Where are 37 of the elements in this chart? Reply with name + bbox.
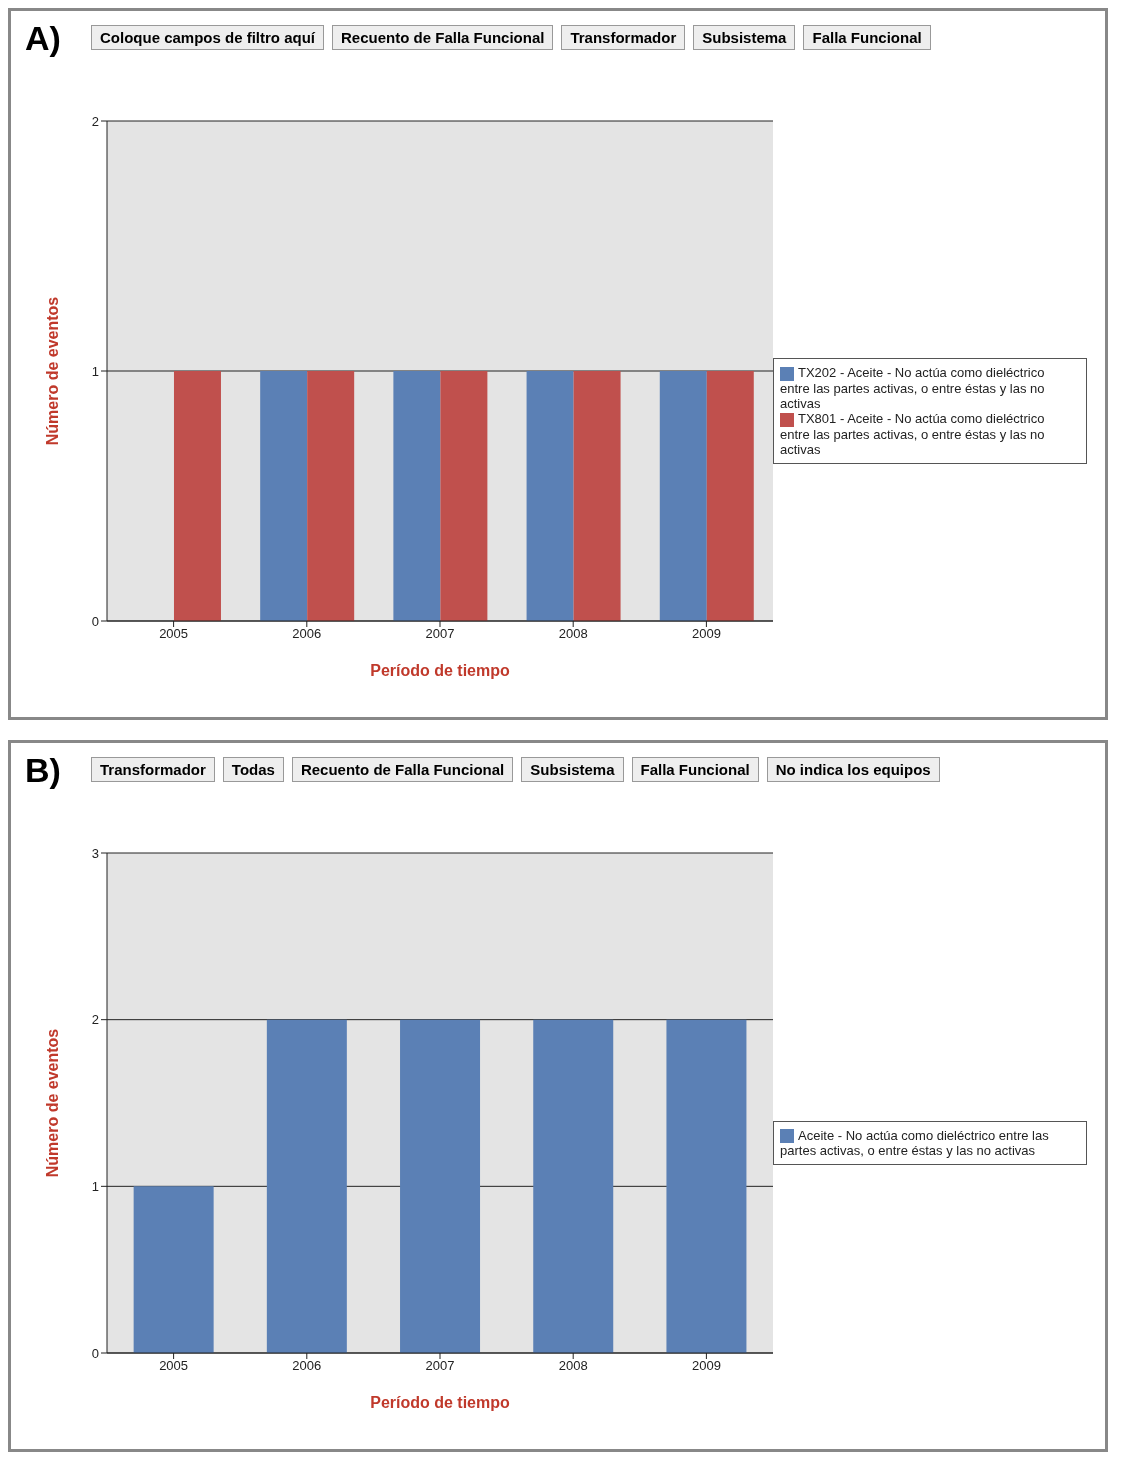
x-tick-label: 2006 bbox=[292, 1358, 322, 1374]
x-tick-label: 2008 bbox=[558, 626, 588, 642]
x-tick-label: 2009 bbox=[691, 626, 721, 642]
legend-label: TX202 - Aceite - No actúa como dieléctrico entre las partes activas, o entre éstas y las no activas bbox=[780, 365, 1045, 411]
text: Subsistema bbox=[693, 25, 796, 50]
legend-label: TX801 - Aceite - No actúa como dieléctrico entre las partes activas, o entre éstas y las no activas bbox=[780, 411, 1045, 457]
legend-label: Aceite - No actúa como dieléctrico entre las partes activas, o entre éstas y las no activas bbox=[780, 1127, 1049, 1159]
y-tick-label: 1 bbox=[91, 1178, 99, 1194]
text: Transformador bbox=[561, 25, 686, 50]
text: Recuento de Falla Funcional bbox=[332, 25, 554, 50]
y-tick-label: 2 bbox=[91, 1012, 99, 1028]
x-tick-label: 2005 bbox=[159, 1358, 189, 1374]
text: Transformador bbox=[91, 757, 215, 782]
x-tick-label: 2009 bbox=[691, 1358, 721, 1374]
x-tick-label: 2007 bbox=[425, 1358, 455, 1374]
text: Falla Funcional bbox=[631, 757, 759, 782]
y-tick-label: 1 bbox=[91, 363, 99, 379]
x-tick-label: 2005 bbox=[159, 626, 189, 642]
chart-title: B) bbox=[25, 751, 61, 790]
x-tick-label: 2008 bbox=[558, 1358, 588, 1374]
y-tick-label: 2 bbox=[91, 113, 99, 129]
text: Subsistema bbox=[521, 757, 624, 782]
x-axis-title: Período de tiempo bbox=[370, 662, 511, 679]
y-tick-label: 0 bbox=[91, 1345, 99, 1361]
y-tick-label: 0 bbox=[91, 613, 99, 629]
text: Coloque campos de filtro aquí bbox=[91, 25, 325, 50]
x-tick-label: 2006 bbox=[292, 626, 322, 642]
x-tick-label: 2007 bbox=[425, 626, 455, 642]
chart-title: A) bbox=[25, 19, 61, 58]
y-axis-title: Número de eventos bbox=[43, 296, 61, 446]
y-axis-title: Número de eventos bbox=[43, 1028, 61, 1178]
y-tick-label: 3 bbox=[91, 845, 99, 861]
text: No indica los equipos bbox=[766, 757, 940, 782]
text: Recuento de Falla Funcional bbox=[291, 757, 514, 782]
x-axis-title: Período de tiempo bbox=[370, 1394, 511, 1411]
text: Todas bbox=[222, 757, 284, 782]
text: Falla Funcional bbox=[803, 25, 931, 50]
